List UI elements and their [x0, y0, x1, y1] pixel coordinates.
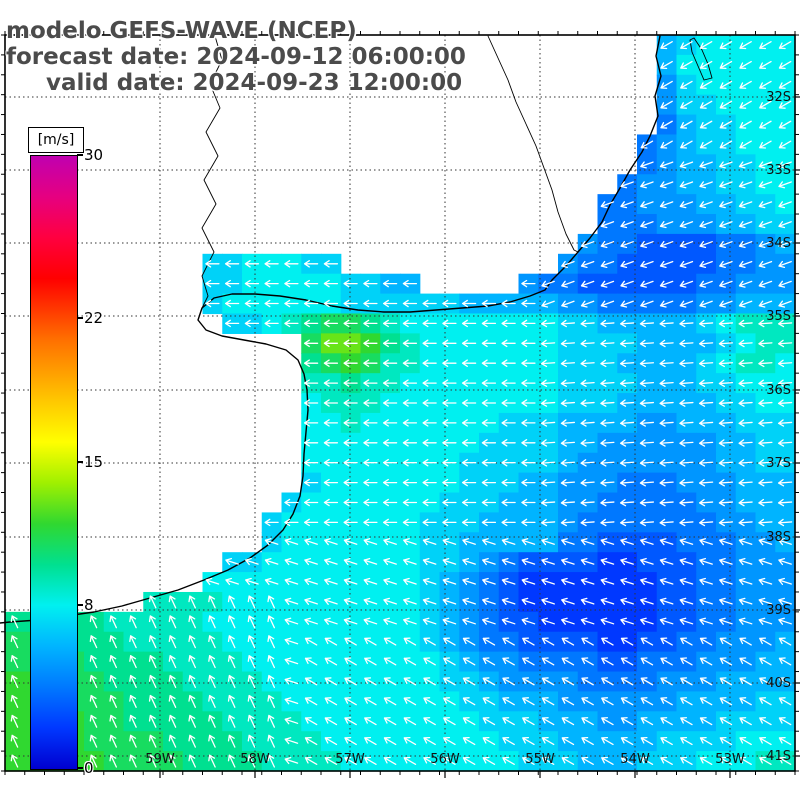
svg-text:41S: 41S	[766, 749, 791, 764]
colorbar-tick-mark	[77, 460, 83, 463]
svg-text:58W: 58W	[240, 752, 270, 767]
axis-labels: 32S 33S 34S 35S 36S 37S 38S 39S 40S 41S 59W 58W 57W 5…	[145, 90, 791, 767]
colorbar-tick-label: 15	[84, 452, 104, 471]
svg-text:40S: 40S	[766, 676, 791, 691]
direction-arrows	[10, 41, 793, 768]
svg-text:57W: 57W	[335, 752, 365, 767]
model-title: modelo GEFS-WAVE (NCEP)	[6, 18, 357, 44]
svg-text:55W: 55W	[525, 752, 555, 767]
colorbar-tick-label: 0	[84, 759, 94, 777]
map-frame	[1, 31, 800, 778]
svg-text:33S: 33S	[766, 163, 791, 178]
svg-text:34S: 34S	[766, 236, 791, 251]
coastline	[0, 35, 713, 624]
colorbar-tick-label: 22	[84, 309, 104, 328]
svg-text:59W: 59W	[145, 752, 175, 767]
forecast-date-label: forecast date: 2024-09-12 06:00:00	[6, 44, 466, 70]
svg-text:39S: 39S	[766, 603, 791, 618]
valid-date-label: valid date: 2024-09-23 12:00:00	[46, 70, 463, 96]
colorbar-tick-mark	[77, 154, 83, 156]
svg-text:37S: 37S	[766, 456, 791, 471]
svg-text:36S: 36S	[766, 383, 791, 398]
title-block: modelo GEFS-WAVE (NCEP) forecast date: 2…	[6, 18, 466, 96]
colorbar-unit-label: [m/s]	[28, 127, 84, 153]
svg-text:35S: 35S	[766, 309, 791, 324]
svg-text:53W: 53W	[715, 752, 745, 767]
speed-cells	[5, 35, 796, 772]
svg-text:32S: 32S	[766, 90, 791, 105]
colorbar-gradient	[30, 155, 78, 770]
colorbar-tick-label: 8	[84, 595, 94, 614]
colorbar-tick-label: 30	[84, 146, 104, 164]
colorbar-tick-mark	[77, 767, 83, 769]
svg-text:56W: 56W	[430, 752, 460, 767]
colorbar-tick-mark	[77, 317, 83, 320]
colorbar-tick-mark	[77, 603, 83, 606]
svg-text:54W: 54W	[620, 752, 650, 767]
svg-text:38S: 38S	[766, 530, 791, 545]
